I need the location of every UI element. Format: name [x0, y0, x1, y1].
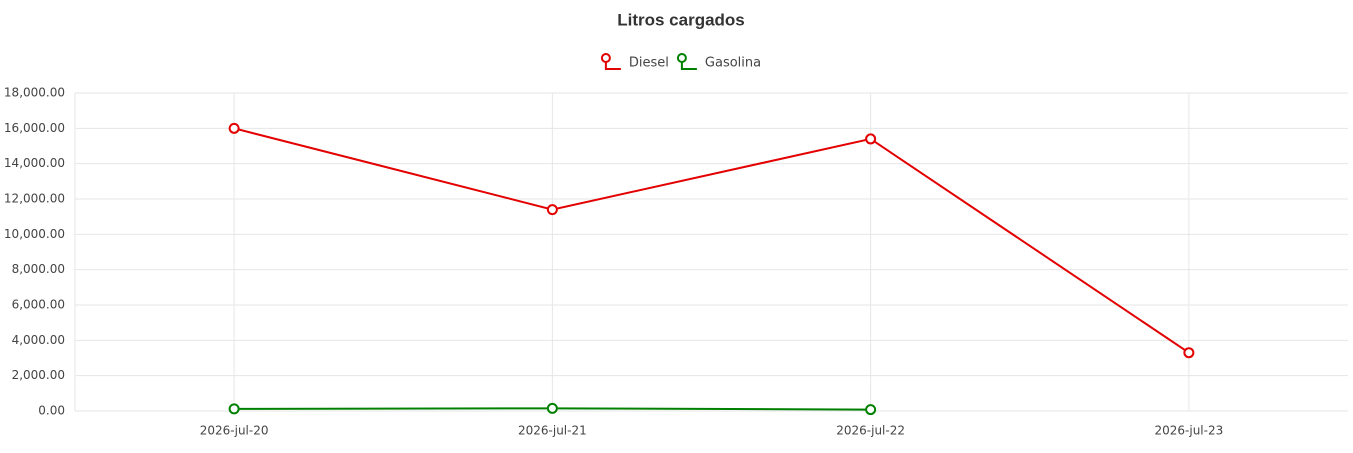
y-tick-label: 14,000.00 [4, 156, 65, 170]
legend-item: Gasolina [676, 53, 761, 71]
y-tick-label: 4,000.00 [12, 333, 65, 347]
y-tick-label: 8,000.00 [12, 262, 65, 276]
y-tick-label: 10,000.00 [4, 227, 65, 241]
series-line [233, 127, 1190, 354]
y-tick-label: 0.00 [38, 404, 65, 418]
legend-label: Gasolina [705, 56, 761, 71]
x-tick-label: 2026-jul-20 [200, 424, 269, 438]
y-tick-label: 6,000.00 [12, 298, 65, 312]
legend-marker [676, 53, 687, 63]
y-tick-label: 2,000.00 [12, 368, 65, 382]
legend-label: Diesel [629, 56, 669, 71]
data-point [1183, 347, 1195, 359]
data-point [865, 404, 877, 416]
y-tick-label: 16,000.00 [4, 121, 65, 135]
x-tick-label: 2026-jul-23 [1155, 424, 1224, 438]
data-point [865, 133, 877, 145]
data-point [546, 204, 558, 216]
y-tick-label: 18,000.00 [4, 86, 65, 100]
x-tick-label: 2026-jul-21 [518, 424, 587, 438]
data-point [228, 122, 240, 134]
data-point [546, 402, 558, 414]
legend-marker [600, 53, 611, 63]
x-tick-label: 2026-jul-22 [836, 424, 905, 438]
y-tick-label: 12,000.00 [4, 192, 65, 206]
chart-title: Litros cargados [617, 10, 745, 29]
legend-item: Diesel [600, 53, 669, 71]
data-point [228, 403, 240, 415]
